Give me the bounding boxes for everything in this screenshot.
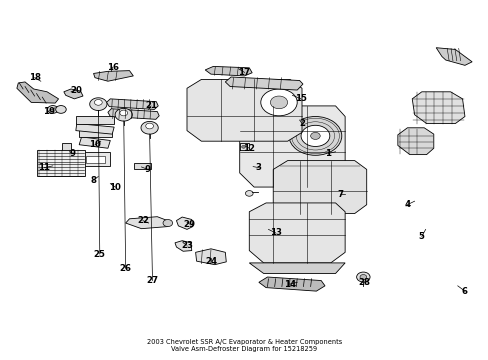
Circle shape <box>359 275 366 279</box>
Circle shape <box>56 105 66 113</box>
Polygon shape <box>249 263 345 274</box>
Text: 2003 Chevrolet SSR A/C Evaporator & Heater Components: 2003 Chevrolet SSR A/C Evaporator & Heat… <box>146 339 342 345</box>
Polygon shape <box>108 109 159 119</box>
Text: 9: 9 <box>70 149 76 158</box>
Text: 6: 6 <box>461 287 467 296</box>
Polygon shape <box>435 48 471 66</box>
Polygon shape <box>79 137 110 148</box>
Text: 9: 9 <box>144 165 150 174</box>
Polygon shape <box>17 82 59 103</box>
Text: 29: 29 <box>183 220 195 229</box>
Polygon shape <box>258 277 325 291</box>
Polygon shape <box>175 241 191 251</box>
Text: 8: 8 <box>90 176 96 185</box>
Text: 20: 20 <box>70 86 81 95</box>
Text: 19: 19 <box>43 107 55 116</box>
Polygon shape <box>176 217 192 229</box>
Text: 7: 7 <box>337 190 343 199</box>
Text: Valve Asm-Defroster Diagram for 15218259: Valve Asm-Defroster Diagram for 15218259 <box>171 346 317 352</box>
Circle shape <box>120 110 127 116</box>
Polygon shape <box>141 121 158 134</box>
Text: 10: 10 <box>109 183 121 192</box>
Circle shape <box>260 89 297 116</box>
Text: 12: 12 <box>243 144 255 153</box>
Circle shape <box>301 125 329 147</box>
Polygon shape <box>397 128 433 154</box>
Text: 16: 16 <box>106 63 119 72</box>
Circle shape <box>241 145 245 148</box>
Bar <box>86 156 104 163</box>
Polygon shape <box>106 99 158 109</box>
Circle shape <box>245 190 253 196</box>
Bar <box>134 163 151 170</box>
Circle shape <box>94 99 102 105</box>
Text: 18: 18 <box>28 73 41 82</box>
Text: 17: 17 <box>238 68 250 77</box>
Text: 13: 13 <box>269 229 281 238</box>
Text: 26: 26 <box>120 264 131 273</box>
Polygon shape <box>125 217 170 229</box>
Circle shape <box>356 272 369 282</box>
Bar <box>38 150 85 176</box>
Text: 10: 10 <box>89 140 101 149</box>
Circle shape <box>270 96 287 109</box>
Text: 2: 2 <box>298 119 305 128</box>
Circle shape <box>288 117 341 155</box>
Bar <box>81 153 110 166</box>
Text: 25: 25 <box>94 249 105 258</box>
Polygon shape <box>93 71 133 81</box>
Circle shape <box>145 123 153 129</box>
Text: 23: 23 <box>181 241 193 250</box>
Circle shape <box>163 220 172 226</box>
Polygon shape <box>64 89 83 99</box>
Circle shape <box>310 132 320 139</box>
Circle shape <box>47 105 58 113</box>
Text: 14: 14 <box>284 280 295 289</box>
Text: 4: 4 <box>404 200 409 209</box>
Text: 27: 27 <box>146 276 158 285</box>
Text: 28: 28 <box>358 278 369 287</box>
Polygon shape <box>273 161 366 213</box>
Text: 21: 21 <box>145 102 157 111</box>
Bar <box>76 116 114 123</box>
Polygon shape <box>186 80 302 141</box>
Text: 22: 22 <box>137 216 149 225</box>
Polygon shape <box>239 106 345 187</box>
Polygon shape <box>115 108 132 121</box>
Polygon shape <box>249 203 345 263</box>
Polygon shape <box>89 98 107 111</box>
Text: 24: 24 <box>204 257 217 266</box>
Polygon shape <box>411 92 464 123</box>
Text: 15: 15 <box>294 94 306 103</box>
Bar <box>79 130 112 137</box>
Text: 3: 3 <box>255 163 262 172</box>
Bar <box>62 143 71 154</box>
Text: 1: 1 <box>325 149 331 158</box>
Polygon shape <box>205 66 252 76</box>
Polygon shape <box>195 249 226 265</box>
Text: 11: 11 <box>38 163 50 172</box>
Polygon shape <box>225 77 303 90</box>
Text: 5: 5 <box>418 232 424 241</box>
Polygon shape <box>76 123 114 134</box>
